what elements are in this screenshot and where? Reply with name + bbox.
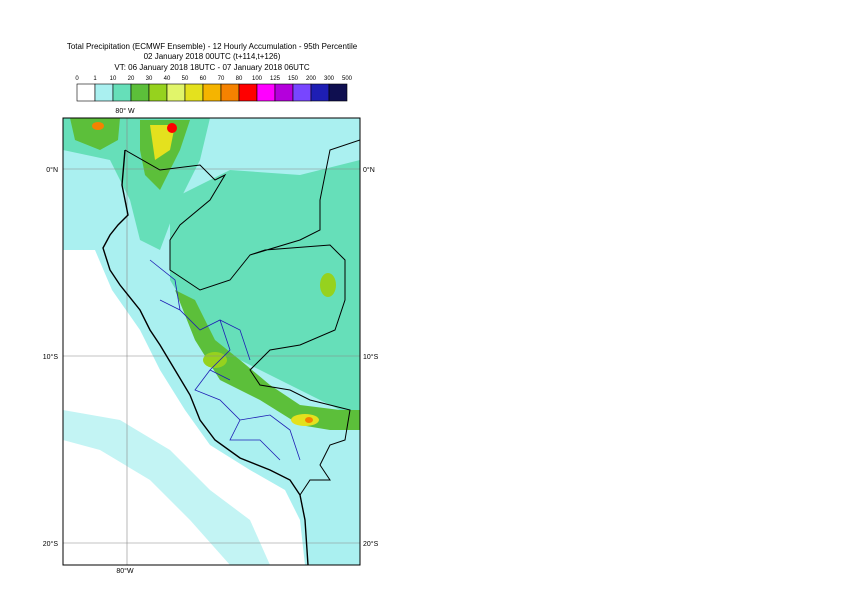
legend-swatch [130,83,150,102]
legend-swatch [76,83,96,102]
legend-label: 150 [288,76,299,82]
legend-label: 0 [75,76,79,82]
precip-field [167,123,177,133]
legend-label: 100 [252,76,263,82]
legend-swatch [328,83,348,102]
legend-swatch [292,83,312,102]
precip-field [92,122,104,130]
lat-label: 20°S [43,540,59,548]
title-line: Total Precipitation (ECMWF Ensemble) - 1… [67,42,358,51]
legend-label: 500 [342,76,353,82]
lat-label: 0°N [363,166,375,174]
precip-field [305,417,313,423]
legend-label: 1 [93,76,97,82]
lat-label: 0°N [46,166,58,174]
dry-ocean [63,250,305,565]
lat-label: 20°S [363,540,379,548]
legend-swatch [274,83,294,102]
legend-swatch [166,83,186,102]
precip-field [63,410,270,565]
region-border [149,259,301,461]
legend-swatch [310,83,330,102]
legend-swatch [238,83,258,102]
coastline [102,149,309,565]
precip-field [320,273,336,297]
legend-swatch [112,83,132,102]
legend-swatch [256,83,276,102]
lat-label: 10°S [363,353,379,361]
lon-label: 80°W [116,567,134,575]
legend-label: 10 [110,76,117,82]
legend-label: 80 [236,76,243,82]
map-frame [62,117,361,566]
precip-field [203,352,227,368]
legend-label: 50 [182,76,189,82]
legend: 0 1 10 20 30 40 50 60 70 80 100 125 150 200 300 500 [75,76,353,102]
lon-label: 80° W [115,107,135,115]
legend-label: 30 [146,76,153,82]
legend-label: 60 [200,76,207,82]
legend-swatch [202,83,222,102]
legend-swatch [148,83,168,102]
title-line: VT: 06 January 2018 18UTC - 07 January 2… [114,63,309,72]
legend-swatch [220,83,240,102]
legend-label: 200 [306,76,317,82]
legend-swatch [184,83,204,102]
legend-label: 20 [128,76,135,82]
legend-label: 125 [270,76,281,82]
legend-label: 300 [324,76,335,82]
precip-field [150,125,175,160]
legend-label: 40 [164,76,171,82]
lat-label: 10°S [43,353,59,361]
title-line: 02 January 2018 00UTC (t+114,t+126) [144,52,281,61]
legend-label: 70 [218,76,225,82]
precip-field [170,160,360,420]
map-area [63,118,360,565]
legend-swatch [94,83,114,102]
country-border [124,139,360,496]
